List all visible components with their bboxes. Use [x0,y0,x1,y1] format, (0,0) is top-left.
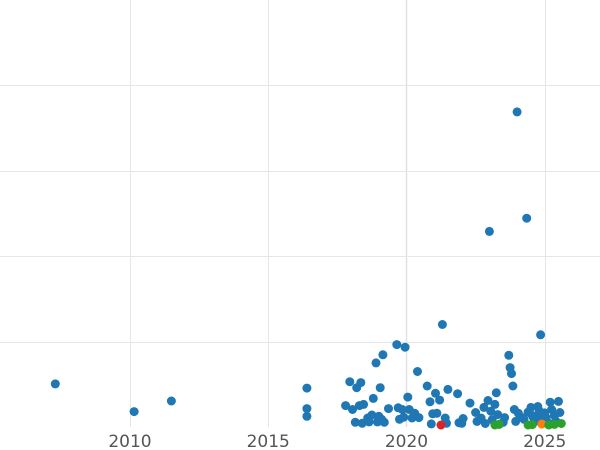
data-point-blue [422,381,432,391]
data-point-blue [512,107,522,117]
x-tick-label: 2020 [385,432,428,450]
data-point-blue [480,419,490,428]
data-point-blue [504,350,514,360]
data-point-blue [302,411,312,421]
data-point-blue [364,417,374,427]
data-point-blue [426,419,436,429]
data-point-blue [392,340,402,350]
data-point-blue [507,369,516,379]
x-axis-ticks: 2010 2015 2020 2025 [108,432,566,450]
data-point-blue [399,412,409,422]
data-point-blue [453,389,463,399]
data-point-blue [522,213,532,223]
data-point-blue [425,397,435,407]
data-point-blue [508,381,518,391]
data-point-blue [400,342,410,352]
data-point-blue [554,396,563,406]
points-layer [50,107,566,430]
data-point-blue [50,379,60,389]
data-point-blue [443,384,453,394]
data-point-blue [432,408,442,418]
data-point-blue [166,396,176,406]
data-point-blue [536,330,546,340]
data-point-blue [465,398,475,408]
data-point-blue [368,393,378,403]
data-point-blue [479,402,489,412]
data-point-blue [379,417,389,427]
data-point-blue [341,401,351,411]
data-point-blue [493,410,503,420]
data-point-blue [484,226,494,236]
data-point-blue [350,417,360,427]
data-point-orange [537,419,547,429]
data-point-blue [397,405,407,414]
data-point-blue [435,395,445,405]
data-point-blue [483,396,493,405]
data-point-blue [555,408,565,417]
data-point-blue [500,413,510,423]
data-point-blue [302,383,312,393]
data-point-blue [129,407,139,417]
data-point-green [494,419,504,429]
data-point-blue [378,350,388,360]
data-point-green [527,420,537,430]
data-point-blue [348,405,357,414]
data-point-red [436,420,446,430]
data-point-green [556,419,566,428]
data-point-blue [375,383,385,393]
data-point-blue [345,377,355,387]
data-point-blue [545,397,555,407]
data-point-blue [371,358,381,368]
data-point-green [549,419,559,429]
data-point-blue [490,399,500,409]
x-tick-label: 2010 [108,432,151,450]
data-point-blue [458,414,468,423]
x-tick-label: 2025 [523,432,566,450]
data-point-blue [384,404,393,414]
data-point-blue [437,320,447,329]
data-point-blue [367,410,377,420]
data-point-blue [356,378,366,388]
data-point-blue [471,408,481,417]
data-point-blue [359,399,369,409]
x-tick-label: 2015 [247,432,290,450]
data-point-blue [413,367,422,376]
data-point-blue [491,388,501,398]
data-point-blue [431,388,440,398]
data-point-blue [403,392,413,402]
data-point-blue [414,413,424,423]
data-point-blue [486,406,496,416]
data-point-blue [526,402,536,412]
grid-layer [0,0,600,427]
data-point-blue [302,404,312,414]
